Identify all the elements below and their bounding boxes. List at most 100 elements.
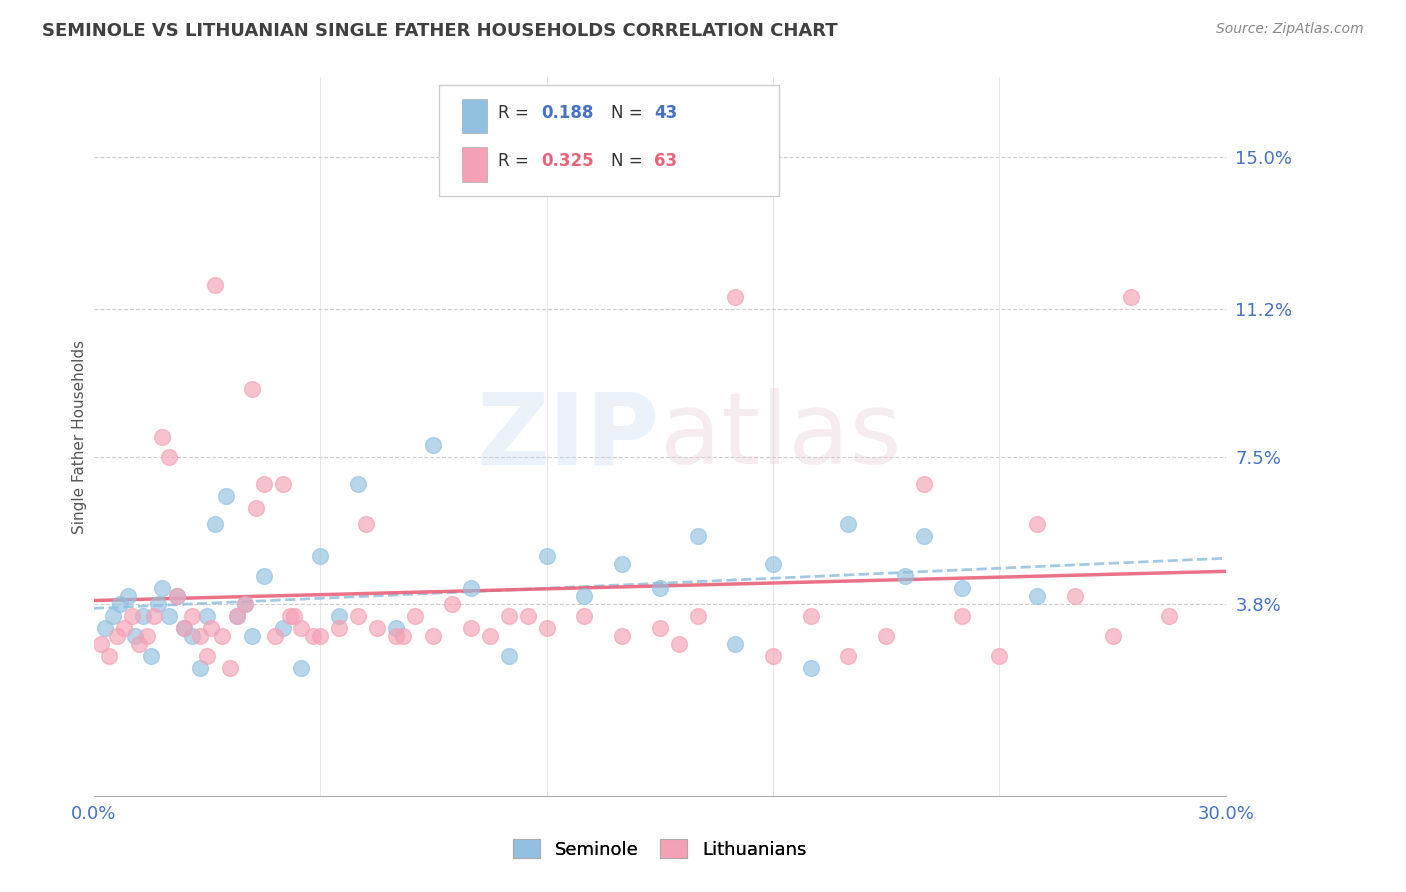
Point bbox=[800, 661, 823, 675]
Legend: Seminole, Lithuanians: Seminole, Lithuanians bbox=[506, 831, 814, 866]
Point bbox=[211, 629, 233, 643]
Point bbox=[384, 629, 406, 643]
Point bbox=[422, 629, 444, 643]
Point bbox=[271, 621, 294, 635]
Point bbox=[328, 609, 350, 624]
Point bbox=[912, 529, 935, 543]
Y-axis label: Single Father Households: Single Father Households bbox=[72, 340, 87, 533]
Point bbox=[347, 609, 370, 624]
Point bbox=[309, 629, 332, 643]
Point bbox=[354, 517, 377, 532]
Point bbox=[195, 609, 218, 624]
Text: ZIP: ZIP bbox=[477, 388, 659, 485]
Point bbox=[441, 597, 464, 611]
Point bbox=[912, 477, 935, 491]
Point bbox=[460, 581, 482, 595]
Point bbox=[479, 629, 502, 643]
Point bbox=[366, 621, 388, 635]
Point bbox=[460, 621, 482, 635]
Point bbox=[278, 609, 301, 624]
Point bbox=[988, 649, 1011, 664]
Point bbox=[384, 621, 406, 635]
Point bbox=[166, 589, 188, 603]
Point bbox=[271, 477, 294, 491]
Point bbox=[875, 629, 897, 643]
Point bbox=[101, 609, 124, 624]
Point bbox=[574, 609, 596, 624]
Point bbox=[392, 629, 415, 643]
Point bbox=[837, 517, 859, 532]
Text: atlas: atlas bbox=[659, 388, 901, 485]
Point bbox=[143, 609, 166, 624]
Point bbox=[264, 629, 287, 643]
Point bbox=[516, 609, 538, 624]
Point bbox=[1026, 589, 1049, 603]
Text: SEMINOLE VS LITHUANIAN SINGLE FATHER HOUSEHOLDS CORRELATION CHART: SEMINOLE VS LITHUANIAN SINGLE FATHER HOU… bbox=[42, 22, 838, 40]
Point bbox=[574, 589, 596, 603]
Point bbox=[204, 277, 226, 292]
Point bbox=[686, 529, 709, 543]
Point bbox=[301, 629, 323, 643]
Point bbox=[242, 382, 264, 396]
Point bbox=[290, 661, 312, 675]
Point bbox=[188, 629, 211, 643]
Point bbox=[105, 629, 128, 643]
Text: N =: N = bbox=[612, 104, 648, 122]
Point bbox=[132, 609, 155, 624]
Point bbox=[422, 437, 444, 451]
Point bbox=[181, 609, 204, 624]
Point bbox=[283, 609, 305, 624]
Point bbox=[242, 629, 264, 643]
Point bbox=[139, 649, 162, 664]
FancyBboxPatch shape bbox=[461, 99, 486, 134]
Point bbox=[837, 649, 859, 664]
Point bbox=[245, 501, 267, 516]
Point bbox=[226, 609, 249, 624]
Point bbox=[121, 609, 143, 624]
Point bbox=[404, 609, 426, 624]
Point bbox=[98, 649, 121, 664]
Point bbox=[200, 621, 222, 635]
Point bbox=[309, 549, 332, 564]
Point bbox=[173, 621, 195, 635]
Point bbox=[188, 661, 211, 675]
Point bbox=[124, 629, 146, 643]
Point bbox=[128, 637, 150, 651]
Point bbox=[146, 597, 169, 611]
Point bbox=[648, 581, 671, 595]
Point bbox=[668, 637, 690, 651]
Point bbox=[135, 629, 157, 643]
Point bbox=[762, 649, 785, 664]
Point bbox=[1101, 629, 1123, 643]
Point bbox=[762, 558, 785, 572]
Point bbox=[253, 477, 276, 491]
Point bbox=[218, 661, 240, 675]
Point bbox=[150, 581, 173, 595]
Point bbox=[157, 450, 180, 464]
Point bbox=[195, 649, 218, 664]
FancyBboxPatch shape bbox=[461, 147, 486, 182]
Text: N =: N = bbox=[612, 153, 648, 170]
Point bbox=[90, 637, 112, 651]
Point bbox=[290, 621, 312, 635]
Point bbox=[498, 649, 520, 664]
Point bbox=[328, 621, 350, 635]
Point bbox=[686, 609, 709, 624]
Text: 43: 43 bbox=[654, 104, 678, 122]
Text: 63: 63 bbox=[654, 153, 678, 170]
Point bbox=[950, 581, 973, 595]
Point bbox=[226, 609, 249, 624]
Point bbox=[950, 609, 973, 624]
Point bbox=[1026, 517, 1049, 532]
Point bbox=[173, 621, 195, 635]
Point bbox=[150, 429, 173, 443]
Point bbox=[724, 637, 747, 651]
Point bbox=[94, 621, 117, 635]
Point bbox=[536, 549, 558, 564]
Point bbox=[1063, 589, 1085, 603]
Text: R =: R = bbox=[498, 104, 534, 122]
Point bbox=[253, 569, 276, 583]
Point bbox=[110, 597, 132, 611]
Point bbox=[157, 609, 180, 624]
Point bbox=[233, 597, 256, 611]
